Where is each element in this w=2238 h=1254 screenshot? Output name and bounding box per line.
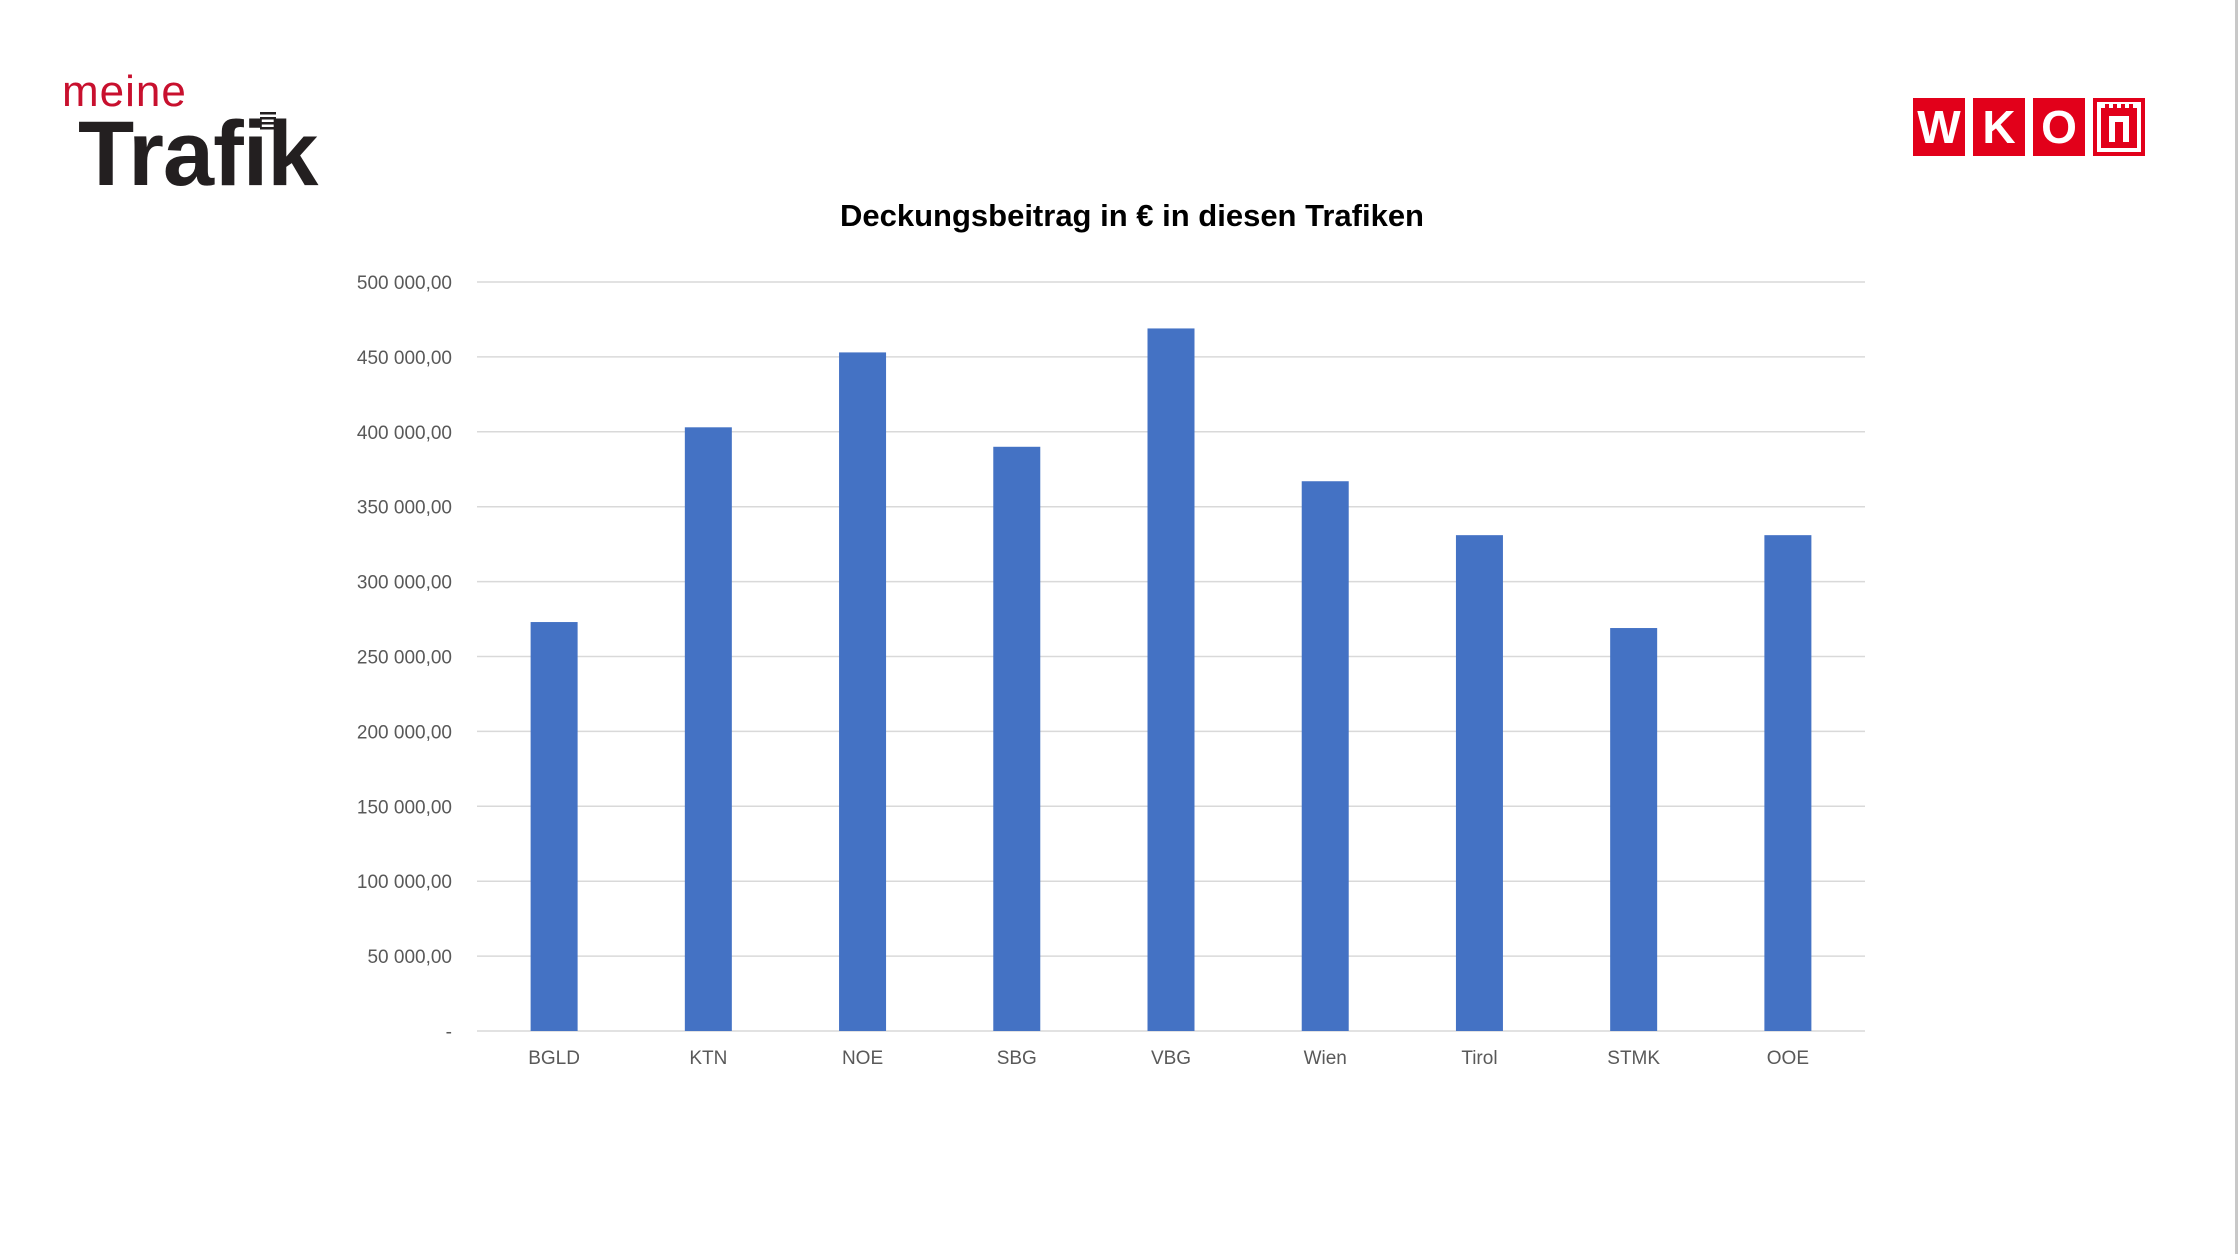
logo-trafik-text: Trafik <box>78 103 318 205</box>
wko-letter-o: O <box>2033 98 2085 156</box>
y-tick-label: 400 000,00 <box>357 423 452 444</box>
wko-logo: W K O <box>1913 98 2153 156</box>
y-tick-label: - <box>446 1022 452 1043</box>
y-tick-label: 350 000,00 <box>357 498 452 519</box>
logo-meine-text: meine <box>62 67 187 116</box>
y-tick-label: 200 000,00 <box>357 722 452 743</box>
logo-stripes-icon <box>260 112 276 130</box>
crest-icon <box>2093 98 2145 156</box>
chart-x-tick-labels: BGLD KTN NOE SBG VBG Wien Tirol STMK OOE <box>528 1048 1809 1069</box>
bar-noe <box>839 352 887 1031</box>
meine-trafik-logo: meine Trafik <box>60 67 360 205</box>
bar-ooe <box>1764 535 1812 1031</box>
slide-edge <box>2235 0 2238 1254</box>
wko-letter-w: W <box>1913 98 1965 156</box>
x-tick-label: NOE <box>842 1048 883 1069</box>
x-tick-label: KTN <box>689 1048 727 1069</box>
bar-vbg <box>1147 328 1195 1031</box>
bar-ktn <box>684 427 732 1031</box>
bar-wien <box>1301 481 1349 1031</box>
x-tick-label: OOE <box>1767 1048 1809 1069</box>
x-tick-label: STMK <box>1607 1048 1660 1069</box>
x-tick-label: Wien <box>1304 1048 1347 1069</box>
y-tick-label: 250 000,00 <box>357 648 452 669</box>
y-tick-label: 450 000,00 <box>357 348 452 369</box>
chart-y-tick-labels: - 50 000,00 100 000,00 150 000,00 200 000,00… <box>357 273 452 1043</box>
x-tick-label: Tirol <box>1461 1048 1497 1069</box>
bar-sbg <box>993 446 1041 1031</box>
y-tick-label: 50 000,00 <box>367 947 452 968</box>
bar-stmk <box>1610 628 1658 1031</box>
x-tick-label: SBG <box>997 1048 1037 1069</box>
x-tick-label: VBG <box>1151 1048 1191 1069</box>
x-tick-label: BGLD <box>528 1048 580 1069</box>
wko-letter-k: K <box>1973 98 2025 156</box>
y-tick-label: 150 000,00 <box>357 797 452 818</box>
chart-bars <box>530 328 1812 1031</box>
y-tick-label: 100 000,00 <box>357 872 452 893</box>
y-tick-label: 300 000,00 <box>357 573 452 594</box>
y-tick-label: 500 000,00 <box>357 273 452 294</box>
chart-title: Deckungsbeitrag in € in diesen Trafiken <box>839 198 1424 233</box>
bar-tirol <box>1455 535 1503 1031</box>
bar-bgld <box>530 622 578 1031</box>
